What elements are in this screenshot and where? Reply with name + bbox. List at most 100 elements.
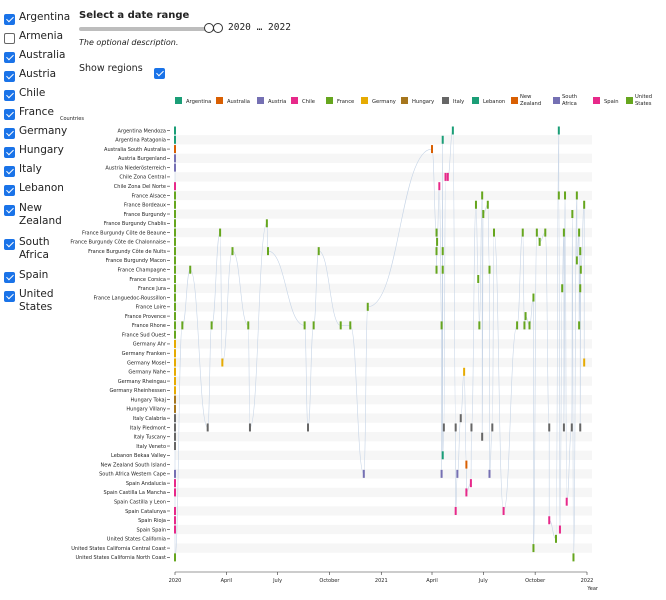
country-checkbox[interactable] <box>4 205 15 216</box>
country-label: Hungary <box>19 144 64 156</box>
data-point <box>174 145 176 154</box>
data-point <box>454 423 457 432</box>
row-band <box>175 265 592 275</box>
country-filter-united-states[interactable]: United States <box>4 288 71 314</box>
row-band <box>175 283 592 293</box>
country-filter-hungary[interactable]: Hungary <box>4 144 71 158</box>
country-label: United States <box>19 288 54 313</box>
x-tick-label: 2020 <box>169 578 182 584</box>
data-point <box>548 516 551 525</box>
country-label: France <box>19 106 54 118</box>
row-band <box>175 357 592 368</box>
country-checkbox[interactable] <box>4 109 15 120</box>
data-point <box>174 219 176 228</box>
country-filter-australia[interactable]: Australia <box>4 49 71 63</box>
data-point <box>174 506 176 515</box>
legend-label: South <box>562 94 577 100</box>
legend-label: New <box>520 94 532 100</box>
data-point <box>362 469 365 478</box>
data-point <box>174 284 176 293</box>
row-band <box>175 209 592 219</box>
country-filter-spain[interactable]: Spain <box>4 269 71 283</box>
legend-swatch <box>553 97 560 104</box>
data-point <box>181 321 184 330</box>
legend-label: Austria <box>268 99 286 105</box>
country-checkbox[interactable] <box>4 166 15 177</box>
country-checkbox[interactable] <box>4 291 15 302</box>
country-filter-lebanon[interactable]: Lebanon <box>4 182 71 196</box>
country-filter-germany[interactable]: Germany <box>4 125 71 139</box>
data-point <box>562 228 565 237</box>
country-checkbox[interactable] <box>4 147 15 158</box>
data-point <box>174 321 176 330</box>
country-checkbox[interactable] <box>4 33 15 44</box>
data-point <box>174 516 176 525</box>
country-filter-south-africa[interactable]: South Africa <box>4 236 71 262</box>
x-tick-label: October <box>319 578 340 584</box>
data-point <box>442 423 445 432</box>
data-point <box>579 423 582 432</box>
region-label: Spain Rioja <box>138 518 166 524</box>
data-point <box>174 469 176 478</box>
data-point <box>435 265 438 274</box>
region-label: France Jura <box>138 286 166 292</box>
country-filter-argentina[interactable]: Argentina <box>4 11 71 25</box>
data-point <box>303 321 306 330</box>
country-filter-france[interactable]: France <box>4 106 71 120</box>
region-label: France Burgundy Côte de Beaune <box>82 229 166 236</box>
data-point <box>174 367 176 376</box>
data-point <box>493 228 495 237</box>
data-point <box>435 228 438 237</box>
region-label: Chile Zona Del Norte <box>114 184 166 190</box>
region-label: Spain Castilla La Mancha <box>104 490 166 496</box>
date-range-end-handle[interactable] <box>213 23 223 33</box>
x-tick-label: July <box>478 578 488 584</box>
legend-label: Spain <box>604 99 619 105</box>
country-checkbox[interactable] <box>4 71 15 82</box>
data-point <box>174 265 176 274</box>
data-point <box>572 553 575 562</box>
y-axis-title: Countries <box>60 116 84 122</box>
data-point <box>248 423 251 432</box>
region-label: Italy Calabria <box>133 416 166 422</box>
data-point <box>583 358 586 367</box>
country-filter-austria[interactable]: Austria <box>4 68 71 82</box>
legend-swatch <box>257 97 264 104</box>
data-point <box>174 237 176 246</box>
region-label: Spain Spain <box>136 527 166 533</box>
legend-label: Australia <box>227 99 250 105</box>
row-band <box>175 339 592 349</box>
country-checkbox[interactable] <box>4 185 15 196</box>
data-point <box>231 247 234 256</box>
data-point <box>174 339 176 348</box>
legend-label: United <box>635 94 652 100</box>
legend-swatch <box>291 97 298 104</box>
region-label: France Burgundy Côte de Chalonnaise <box>70 239 166 246</box>
data-point <box>174 274 176 283</box>
country-filter-new-zealand[interactable]: New Zealand <box>4 202 71 228</box>
country-label: South Africa <box>19 236 50 261</box>
country-checkbox[interactable] <box>4 52 15 63</box>
country-filter-chile[interactable]: Chile <box>4 87 71 101</box>
region-label: United States California North Coast <box>75 555 166 561</box>
region-label: Italy Veneto <box>136 444 166 450</box>
country-filter-armenia[interactable]: Armenia <box>4 30 71 44</box>
show-regions-checkbox[interactable] <box>154 68 165 79</box>
date-range-slider-track[interactable] <box>79 27 219 31</box>
data-point <box>174 349 176 358</box>
country-filter-italy[interactable]: Italy <box>4 163 71 177</box>
data-point <box>570 423 573 432</box>
country-checkbox[interactable] <box>4 128 15 139</box>
country-checkbox[interactable] <box>4 14 15 25</box>
country-checkbox[interactable] <box>4 239 15 250</box>
data-point <box>564 191 567 200</box>
data-point <box>579 247 582 256</box>
data-point <box>221 358 224 367</box>
region-label: France Champagne <box>118 268 166 274</box>
country-checkbox[interactable] <box>4 272 15 283</box>
data-point <box>317 247 320 256</box>
country-checkbox[interactable] <box>4 90 15 101</box>
data-point <box>440 469 443 478</box>
data-point <box>481 432 484 441</box>
